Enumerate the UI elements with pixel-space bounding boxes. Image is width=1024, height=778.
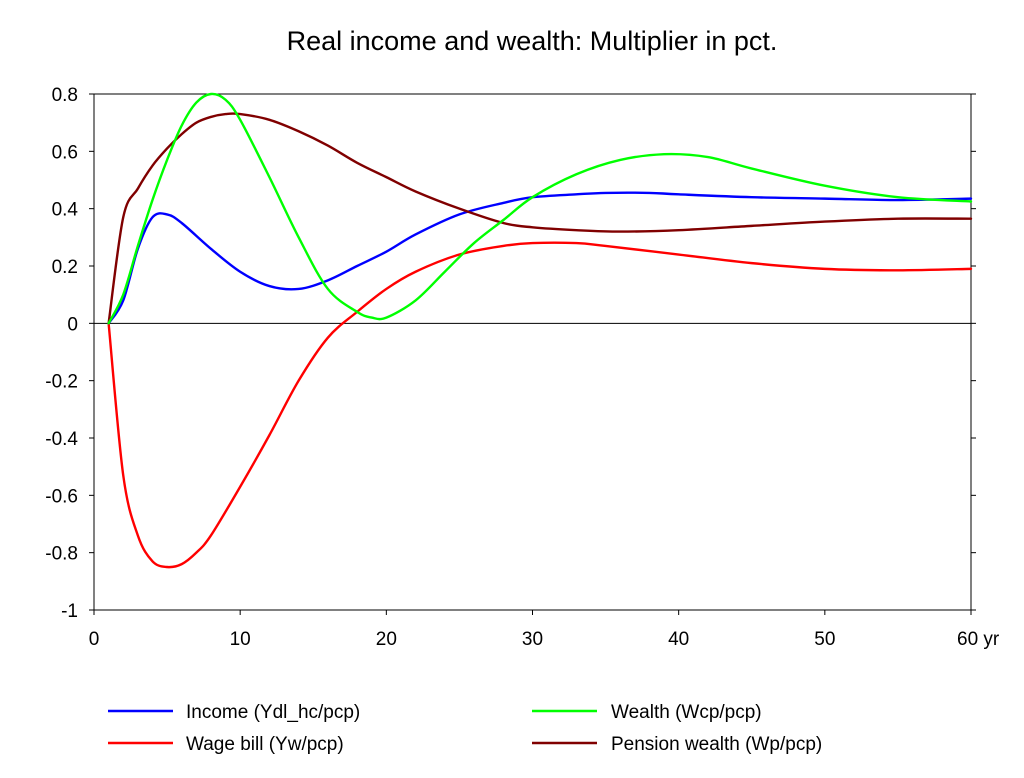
series-line-2 (107, 92, 973, 325)
y-tick-label: -1 (61, 601, 78, 622)
y-tick-label: 0.8 (52, 85, 78, 106)
x-tick-label: 40 (668, 629, 689, 650)
chart-title: Real income and wealth: Multiplier in pc… (287, 26, 778, 56)
x-tick-label: 10 (230, 629, 251, 650)
legend-label: Income (Ydl_hc/pcp) (186, 702, 360, 723)
x-tick-label: 20 (376, 629, 397, 650)
x-tick-label: 30 (522, 629, 543, 650)
y-tick-label: -0.2 (45, 372, 78, 393)
series-line-0 (107, 191, 973, 325)
legend-item: Wealth (Wcp/pcp) (532, 702, 762, 723)
y-tick-label: 0.4 (52, 200, 79, 221)
y-tick-label: -0.4 (45, 429, 78, 450)
y-tick-label: 0 (67, 314, 78, 335)
series-line-1 (107, 241, 973, 569)
legend-label: Pension wealth (Wp/pcp) (611, 734, 822, 755)
legend-label: Wage bill (Yw/pcp) (186, 734, 344, 755)
y-tick-label: -0.8 (45, 544, 78, 565)
x-tick-label: 50 (814, 629, 835, 650)
legend-item: Pension wealth (Wp/pcp) (532, 734, 822, 755)
y-tick-label: 0.6 (52, 142, 78, 163)
x-tick-label: 0 (89, 629, 100, 650)
y-tick-label: 0.2 (52, 257, 78, 278)
legend-label: Wealth (Wcp/pcp) (611, 702, 762, 723)
legend-item: Income (Ydl_hc/pcp) (108, 702, 360, 723)
y-tick-label: -0.6 (45, 486, 78, 507)
legend-item: Wage bill (Yw/pcp) (108, 734, 344, 755)
x-tick-label: 60 yr (957, 629, 1000, 650)
series-line-3 (107, 112, 973, 325)
plot-frame (93, 93, 972, 611)
